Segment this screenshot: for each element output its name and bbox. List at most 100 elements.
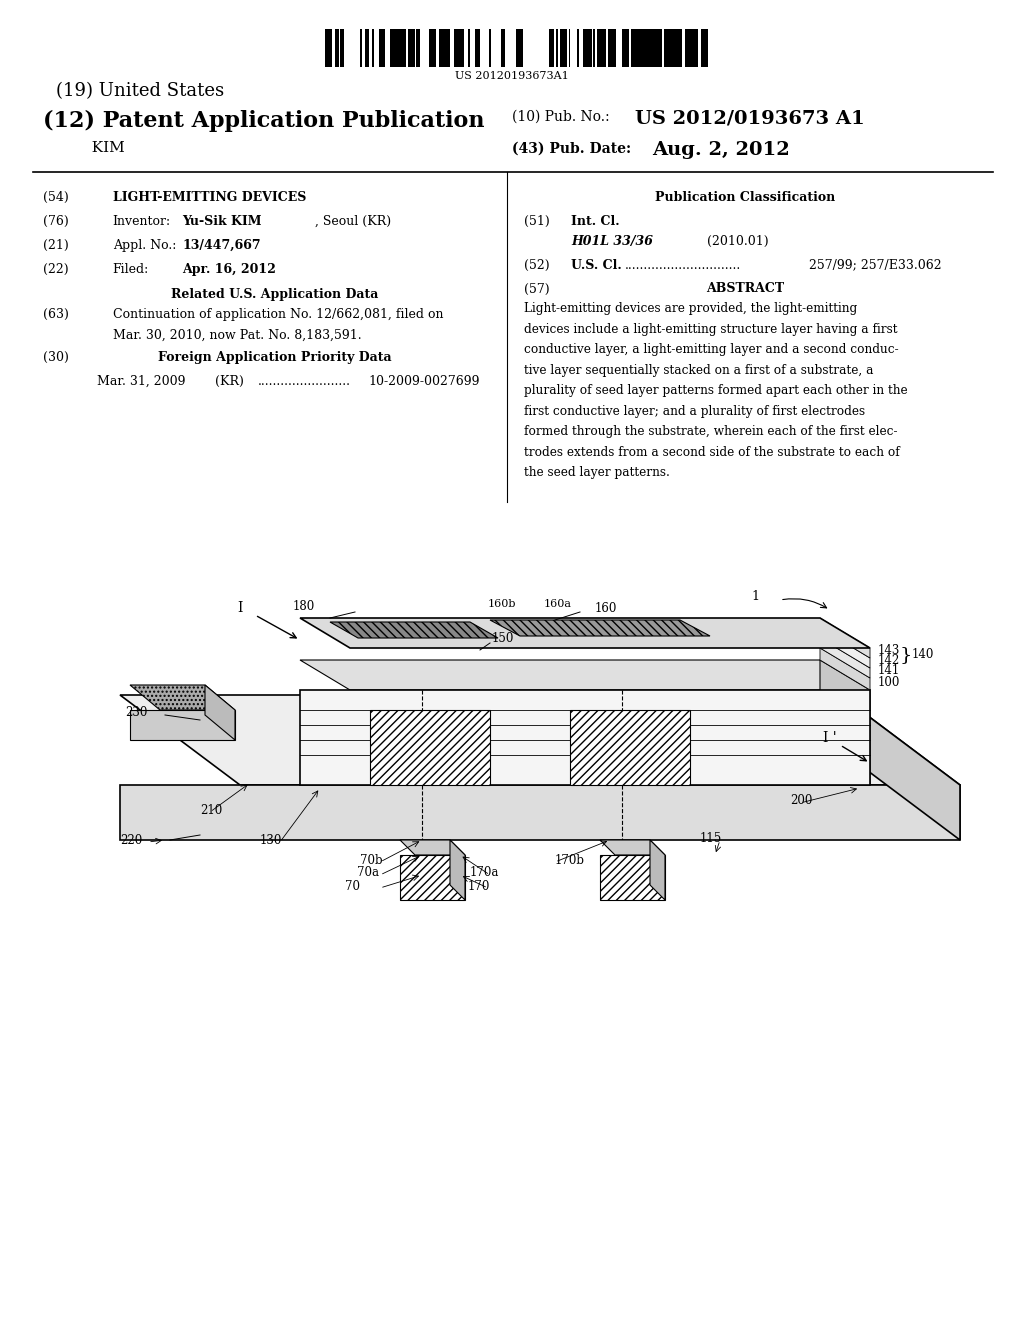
Bar [641, 29, 643, 67]
Text: KIM: KIM [43, 141, 125, 156]
Bar [626, 29, 629, 67]
Text: (51): (51) [524, 215, 550, 228]
Bar [687, 29, 692, 67]
Text: Inventor:: Inventor: [113, 215, 171, 228]
Bar [502, 29, 505, 67]
Bar [678, 29, 682, 67]
Bar [359, 29, 361, 67]
Text: U.S. Cl.: U.S. Cl. [571, 259, 623, 272]
Polygon shape [400, 855, 465, 900]
Bar [429, 29, 432, 67]
Bar [379, 29, 383, 67]
Text: plurality of seed layer patterns formed apart each other in the: plurality of seed layer patterns formed … [524, 384, 908, 397]
Text: 180: 180 [293, 601, 315, 614]
Bar [439, 29, 443, 67]
Bar [599, 29, 600, 67]
Bar [366, 29, 369, 67]
Text: 170: 170 [468, 879, 490, 892]
Bar [400, 29, 404, 67]
Text: (KR): (KR) [215, 375, 244, 388]
Polygon shape [820, 638, 870, 678]
Polygon shape [600, 855, 665, 900]
Text: 210: 210 [200, 804, 222, 817]
Text: 220: 220 [120, 833, 142, 846]
Polygon shape [120, 785, 961, 840]
Bar [707, 29, 709, 67]
Polygon shape [205, 685, 234, 741]
Bar [692, 29, 697, 67]
Polygon shape [330, 622, 498, 638]
Text: 170a: 170a [470, 866, 500, 879]
Text: 200: 200 [790, 793, 812, 807]
Text: (12) Patent Application Publication: (12) Patent Application Publication [43, 110, 484, 132]
Bar [556, 29, 558, 67]
Polygon shape [840, 696, 961, 840]
Text: (19) United States: (19) United States [56, 82, 224, 100]
Bar [468, 29, 470, 67]
Bar [685, 29, 687, 67]
Bar [593, 29, 595, 67]
Text: 143: 143 [878, 644, 900, 656]
Text: Mar. 30, 2010, now Pat. No. 8,183,591.: Mar. 30, 2010, now Pat. No. 8,183,591. [113, 329, 361, 342]
Bar [404, 29, 406, 67]
Text: H01L 33/36: H01L 33/36 [571, 235, 653, 248]
Text: LIGHT-EMITTING DEVICES: LIGHT-EMITTING DEVICES [113, 191, 306, 205]
Text: Related U.S. Application Data: Related U.S. Application Data [171, 288, 378, 301]
Text: 70b: 70b [360, 854, 383, 866]
Bar [459, 29, 464, 67]
Bar [390, 29, 395, 67]
Polygon shape [400, 840, 465, 855]
Text: 160a: 160a [544, 599, 572, 609]
Text: (22): (22) [43, 263, 69, 276]
Text: 1: 1 [751, 590, 759, 602]
Text: 70a: 70a [357, 866, 379, 879]
Text: 13/447,667: 13/447,667 [182, 239, 261, 252]
Text: conductive layer, a light-emitting layer and a second conduc-: conductive layer, a light-emitting layer… [524, 343, 899, 356]
Polygon shape [450, 840, 465, 900]
Bar [325, 29, 328, 67]
Text: }: } [900, 645, 912, 664]
Bar [330, 29, 332, 67]
Bar [515, 29, 517, 67]
Bar [631, 29, 636, 67]
Text: (57): (57) [524, 282, 550, 296]
Bar [475, 29, 476, 67]
Bar [701, 29, 707, 67]
Polygon shape [820, 660, 870, 785]
Text: first conductive layer; and a plurality of first electrodes: first conductive layer; and a plurality … [524, 404, 865, 417]
Text: 150: 150 [492, 631, 514, 644]
Bar [373, 29, 374, 67]
Polygon shape [130, 710, 234, 741]
Text: 257/99; 257/E33.062: 257/99; 257/E33.062 [809, 259, 942, 272]
Text: (10) Pub. No.:: (10) Pub. No.: [512, 110, 609, 124]
Bar [489, 29, 490, 67]
Bar [444, 29, 451, 67]
Polygon shape [490, 620, 710, 636]
Text: Apr. 16, 2012: Apr. 16, 2012 [182, 263, 276, 276]
Polygon shape [130, 685, 234, 710]
Bar [645, 29, 648, 67]
Bar [417, 29, 420, 67]
Bar [413, 29, 415, 67]
Text: 170b: 170b [555, 854, 585, 866]
Bar [658, 29, 663, 67]
Bar [335, 29, 339, 67]
Bar [673, 29, 675, 67]
Text: (21): (21) [43, 239, 69, 252]
Text: Appl. No.:: Appl. No.: [113, 239, 176, 252]
Bar [476, 29, 478, 67]
Text: ........................: ........................ [258, 375, 351, 388]
Text: 230: 230 [126, 705, 148, 718]
Text: I: I [238, 601, 243, 615]
Text: tive layer sequentially stacked on a first of a substrate, a: tive layer sequentially stacked on a fir… [524, 364, 873, 376]
Bar [583, 29, 587, 67]
Text: 115: 115 [700, 832, 722, 845]
Bar [549, 29, 554, 67]
Polygon shape [820, 648, 870, 690]
Text: ..............................: .............................. [625, 259, 741, 272]
Polygon shape [300, 660, 870, 690]
Text: 130: 130 [260, 833, 283, 846]
Bar [565, 29, 567, 67]
Bar [612, 29, 616, 67]
Text: Light-emitting devices are provided, the light-emitting: Light-emitting devices are provided, the… [524, 302, 857, 315]
